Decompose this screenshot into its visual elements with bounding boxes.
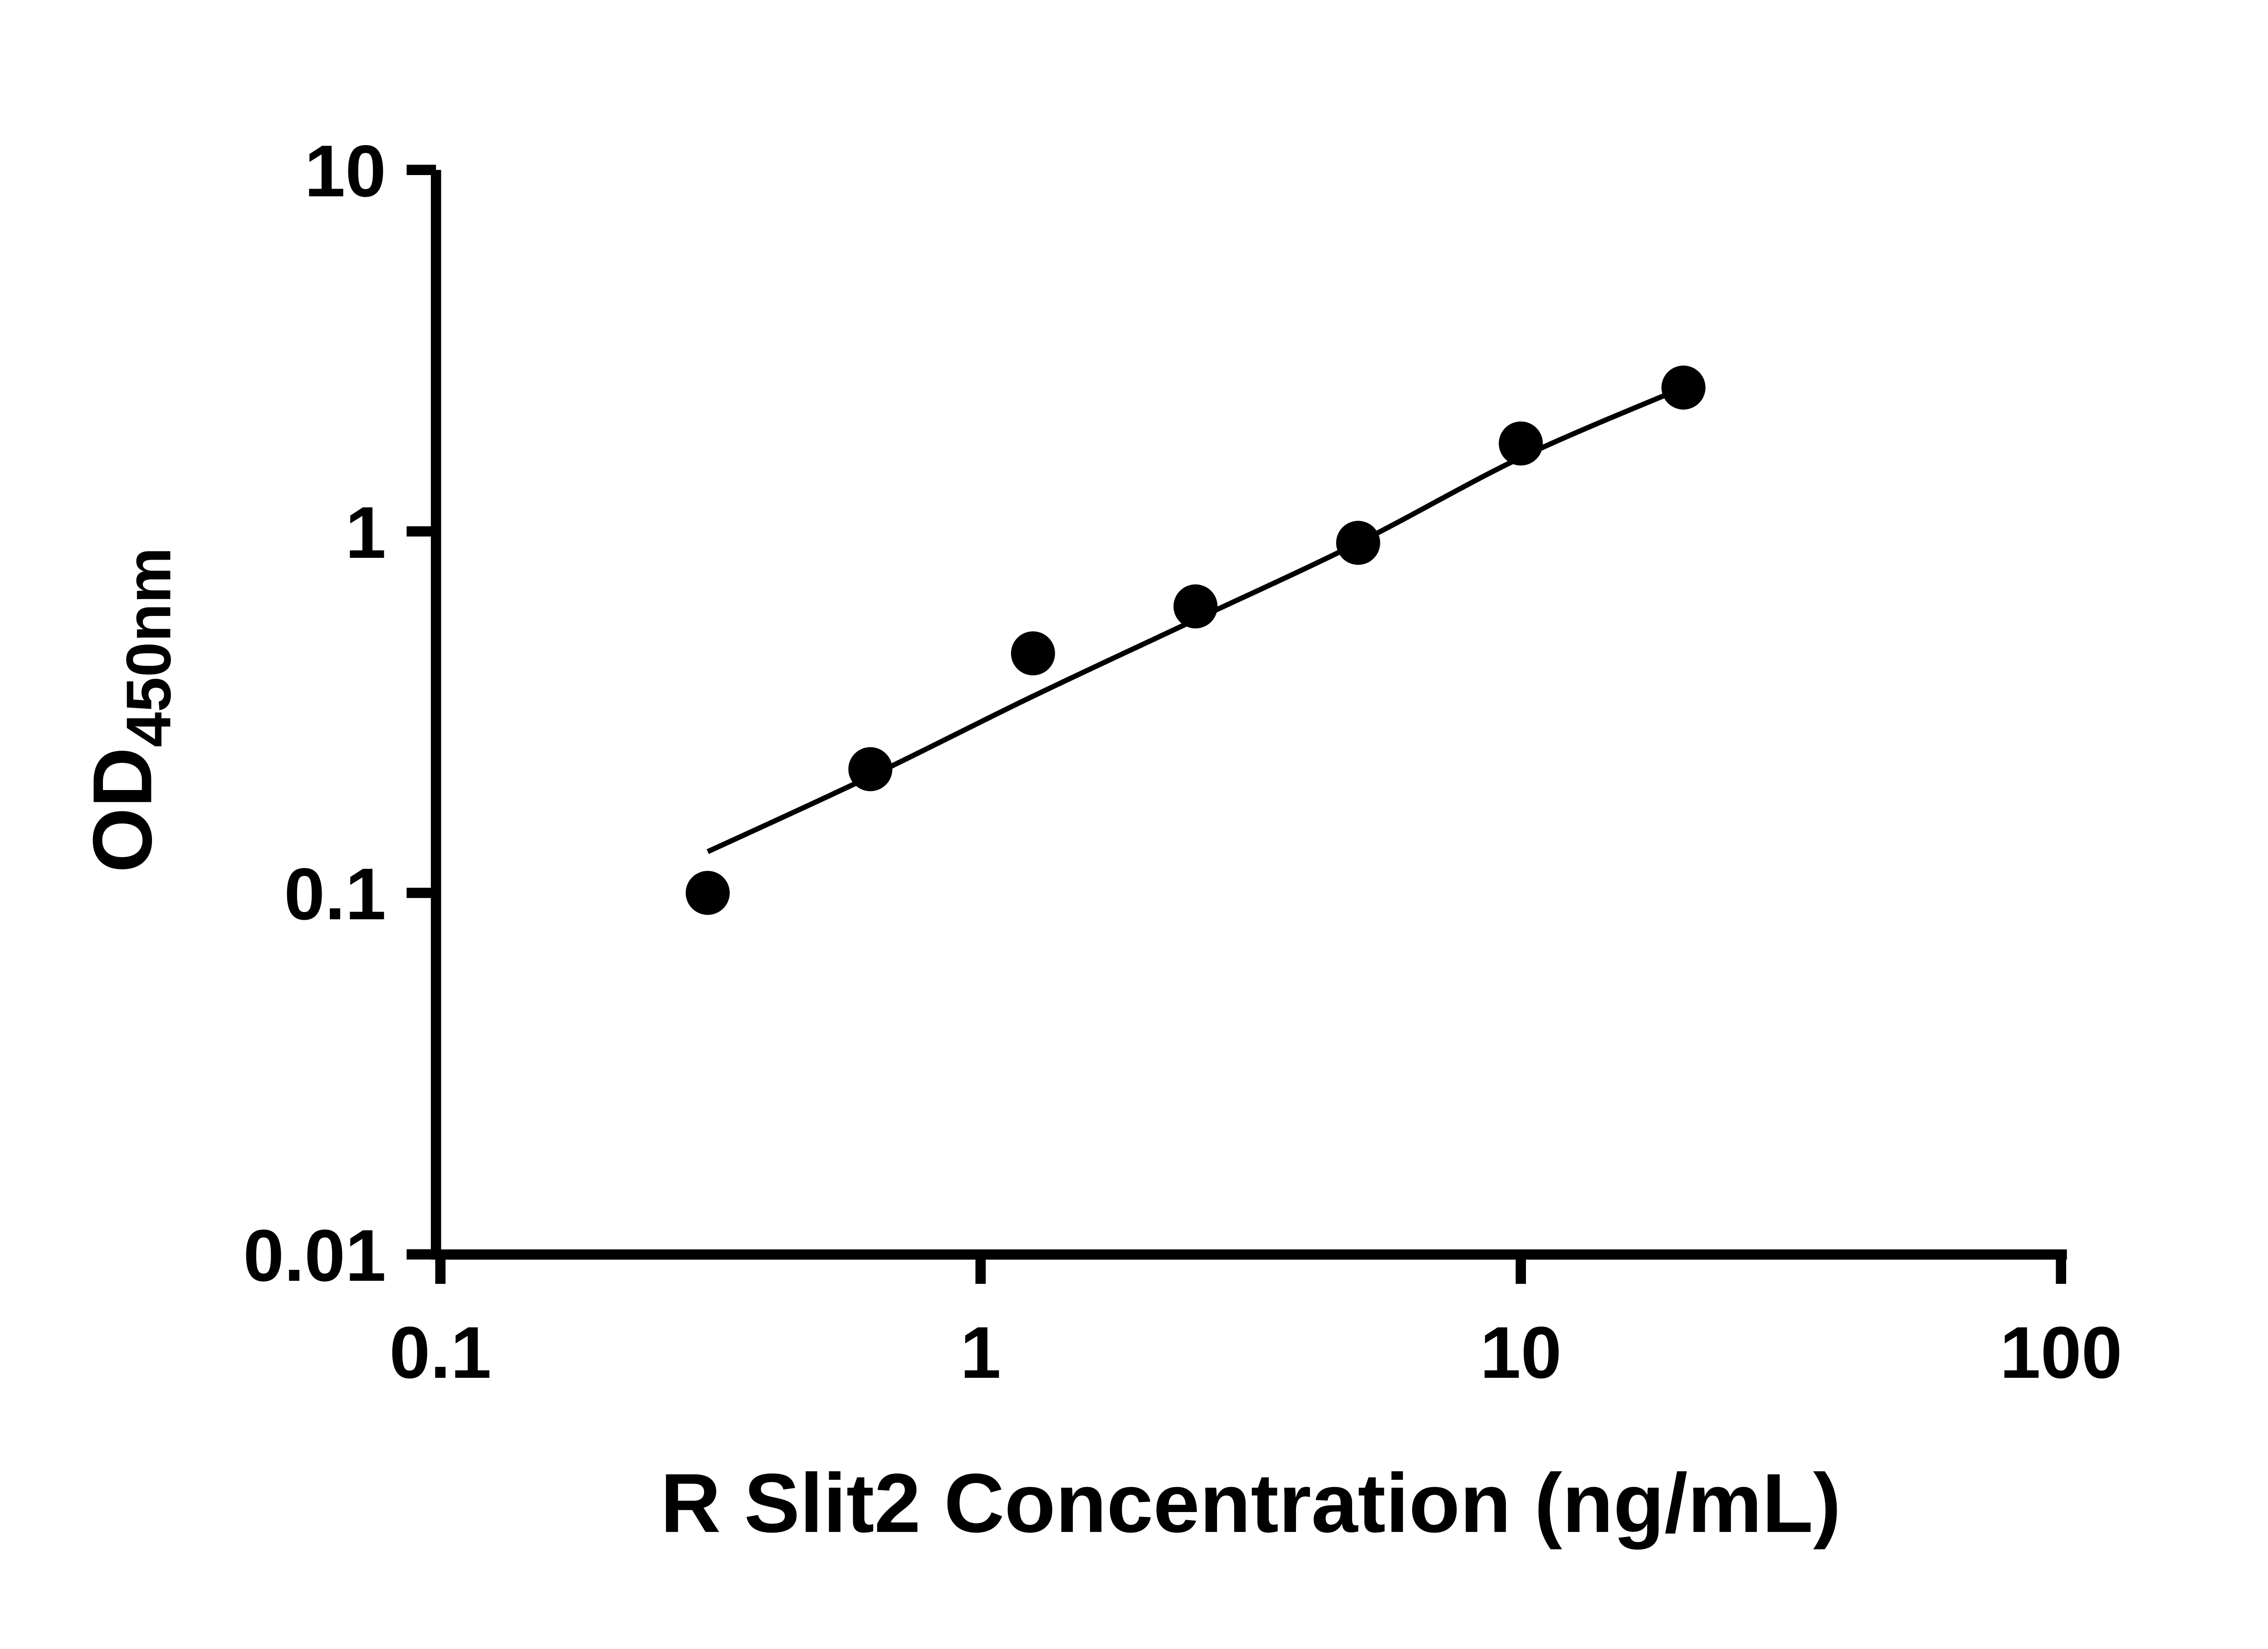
x-axis-tick-label: 1 xyxy=(960,1312,1001,1394)
y-axis-tick-label: 10 xyxy=(304,131,386,212)
data-point xyxy=(1336,521,1380,565)
points-layer xyxy=(685,366,1706,915)
y-axis-title-main: OD xyxy=(76,747,169,873)
data-point xyxy=(1661,366,1706,410)
data-point xyxy=(848,747,893,791)
data-point xyxy=(1011,631,1055,676)
elisa-standard-curve-figure: 0.1 1 10 100 10 1 0.1 0.01 R Slit2 Concentratio… xyxy=(0,23,2268,1626)
data-point xyxy=(1173,584,1218,629)
axis-spine xyxy=(430,170,2067,1260)
y-axis-tick-label: 0.1 xyxy=(284,854,386,935)
x-axis-tick-label: 0.1 xyxy=(389,1312,491,1394)
x-axis-title: R Slit2 Concentration (ng/mL) xyxy=(660,1457,1841,1550)
y-axis-title: OD450nm xyxy=(76,547,184,873)
data-point xyxy=(1499,421,1543,466)
x-axis-tick-label: 10 xyxy=(1480,1312,1562,1394)
y-axis-tick-label: 0.01 xyxy=(243,1215,386,1297)
y-axis-title-subscript: 450nm xyxy=(113,547,184,747)
x-axis-tick-label: 100 xyxy=(2000,1312,2122,1394)
data-point xyxy=(685,871,730,915)
y-axis-tick-label: 1 xyxy=(345,492,386,574)
